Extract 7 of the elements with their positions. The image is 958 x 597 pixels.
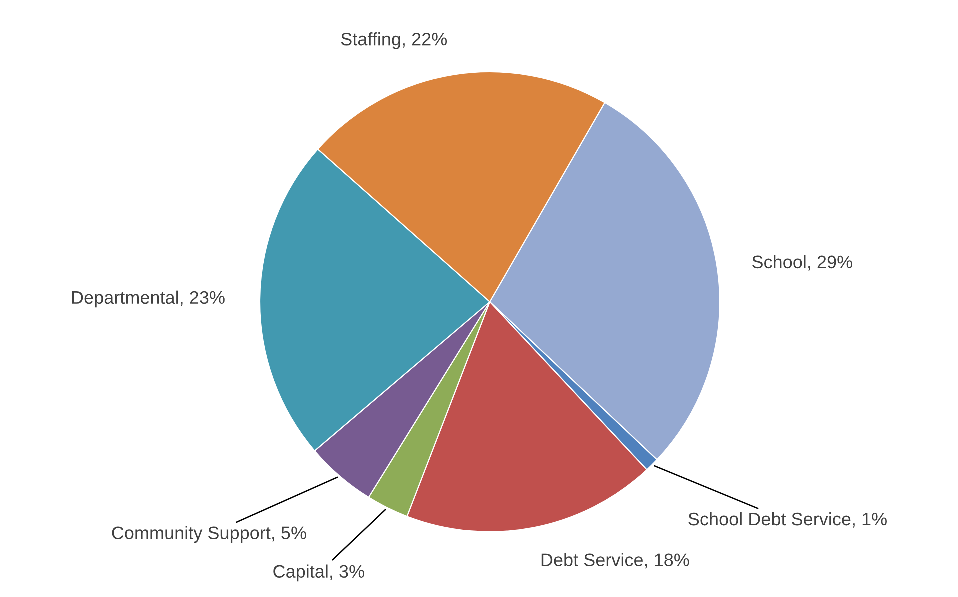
slice-label: School, 29% (752, 255, 852, 271)
slice-label: Departmental, 23% (72, 290, 225, 308)
slice-label: School Debt Service, 1% (688, 512, 887, 528)
slice-label: Capital, 3% (274, 564, 364, 582)
slice-label: Debt Service, 18% (542, 553, 690, 569)
slice-label: Staffing, 22% (341, 32, 448, 50)
slice-label: Community Support, 5% (112, 526, 306, 544)
